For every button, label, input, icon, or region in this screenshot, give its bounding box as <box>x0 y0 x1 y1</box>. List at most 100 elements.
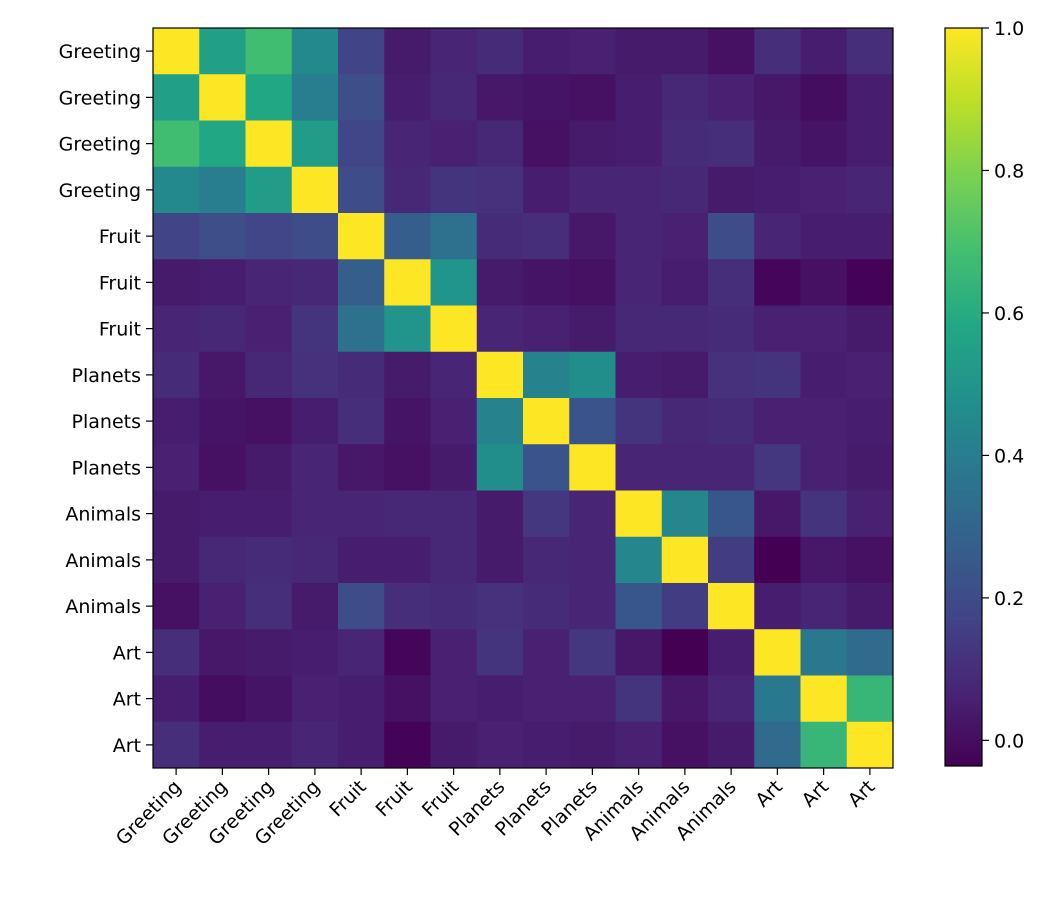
heatmap-cell <box>199 536 246 584</box>
heatmap-cell <box>846 166 894 214</box>
heatmap-cell <box>569 398 616 445</box>
y-tick-label: Greeting <box>59 87 141 109</box>
heatmap-cell <box>800 28 848 75</box>
heatmap-cell <box>430 28 478 75</box>
heatmap-cell <box>569 213 616 260</box>
colorbar-axis: 0.0 0.2 0.4 0.6 0.8 1.0 <box>982 18 1024 752</box>
heatmap-cell <box>476 721 524 769</box>
y-tick-label: Animals <box>65 504 141 526</box>
heatmap-cell <box>754 583 801 630</box>
y-tick-label: Greeting <box>59 180 141 202</box>
heatmap-cell <box>523 398 570 445</box>
x-tick-label: Fruit <box>325 776 370 821</box>
heatmap-cell <box>661 120 709 168</box>
heatmap-cell <box>661 583 709 630</box>
heatmap-cell <box>199 490 246 538</box>
y-tick-label: Art <box>113 689 141 711</box>
heatmap-cell <box>846 444 894 491</box>
heatmap-cell <box>476 583 524 630</box>
heatmap-cell <box>430 490 478 538</box>
heatmap-cell <box>523 629 570 676</box>
heatmap-cell <box>754 120 801 168</box>
heatmap-cell <box>430 536 478 584</box>
heatmap-cell <box>569 583 616 630</box>
y-tick-label: Fruit <box>99 319 141 341</box>
heatmap-cell <box>430 398 478 445</box>
y-tick-label: Animals <box>65 596 141 618</box>
heatmap-cell <box>523 213 570 260</box>
heatmap-cell <box>523 166 570 214</box>
heatmap-cell <box>846 675 894 723</box>
heatmap-cell <box>708 166 755 214</box>
heatmap-cell <box>199 74 246 121</box>
heatmap-cell <box>846 583 894 630</box>
heatmap-cell <box>661 351 709 399</box>
heatmap-cell <box>245 213 293 260</box>
heatmap-cell <box>384 629 431 676</box>
heatmap-cell <box>384 398 431 445</box>
heatmap-cell <box>245 444 293 491</box>
colorbar-tick-label: 1.0 <box>994 18 1024 40</box>
heatmap-cell <box>800 536 848 584</box>
heatmap-cell <box>569 259 616 306</box>
heatmap-cell <box>384 675 431 723</box>
heatmap-cell <box>846 629 894 676</box>
heatmap-cell <box>708 213 755 260</box>
heatmap-cell <box>338 28 385 75</box>
heatmap-cell <box>153 721 200 769</box>
heatmap-cell <box>708 120 755 168</box>
heatmap-cell <box>291 629 339 676</box>
y-axis: Greeting Greeting Greeting Greeting Fruit Fru… <box>59 41 153 757</box>
heatmap-cell <box>476 444 524 491</box>
heatmap-cell <box>199 351 246 399</box>
heatmap-cell <box>708 721 755 769</box>
heatmap-cell <box>384 490 431 538</box>
heatmap-cell <box>523 351 570 399</box>
heatmap-cell <box>708 629 755 676</box>
heatmap-cell <box>291 351 339 399</box>
x-tick-label: Art <box>798 776 834 812</box>
heatmap-cell <box>153 351 200 399</box>
heatmap-cell <box>800 166 848 214</box>
heatmap-cell <box>615 444 663 491</box>
heatmap-cell <box>846 351 894 399</box>
heatmap-cell <box>291 536 339 584</box>
heatmap-cell <box>153 675 200 723</box>
heatmap-cell <box>199 28 246 75</box>
heatmap-cell <box>846 213 894 260</box>
heatmap-cell <box>476 305 524 353</box>
heatmap-cell <box>523 120 570 168</box>
heatmap-cell <box>153 213 200 260</box>
heatmap-cell <box>291 444 339 491</box>
heatmap-cell <box>291 490 339 538</box>
heatmap-cell <box>291 28 339 75</box>
colorbar-tick-label: 0.2 <box>994 588 1024 610</box>
heatmap-cell <box>430 444 478 491</box>
heatmap-cell <box>615 259 663 306</box>
heatmap-frame <box>152 27 894 769</box>
heatmap-cell <box>476 28 524 75</box>
heatmap-cell <box>569 305 616 353</box>
heatmap-cell <box>245 629 293 676</box>
heatmap-cell <box>384 213 431 260</box>
heatmap-cell <box>661 629 709 676</box>
heatmap-cell <box>153 583 200 630</box>
heatmap-cell <box>430 120 478 168</box>
heatmap-cell <box>708 351 755 399</box>
heatmap-cell <box>615 120 663 168</box>
heatmap-cell <box>661 675 709 723</box>
heatmap-cell <box>430 213 478 260</box>
heatmap-cell <box>291 166 339 214</box>
heatmap-cell <box>338 675 385 723</box>
heatmap-cell <box>661 166 709 214</box>
heatmap-cell <box>569 166 616 214</box>
heatmap-cell <box>384 28 431 75</box>
heatmap-cell <box>754 305 801 353</box>
heatmap-cell <box>199 583 246 630</box>
heatmap-cell <box>153 74 200 121</box>
heatmap-cell <box>338 259 385 306</box>
y-tick-label: Planets <box>72 411 141 433</box>
heatmap-cell <box>245 259 293 306</box>
heatmap-cell <box>291 74 339 121</box>
heatmap-cell <box>523 490 570 538</box>
